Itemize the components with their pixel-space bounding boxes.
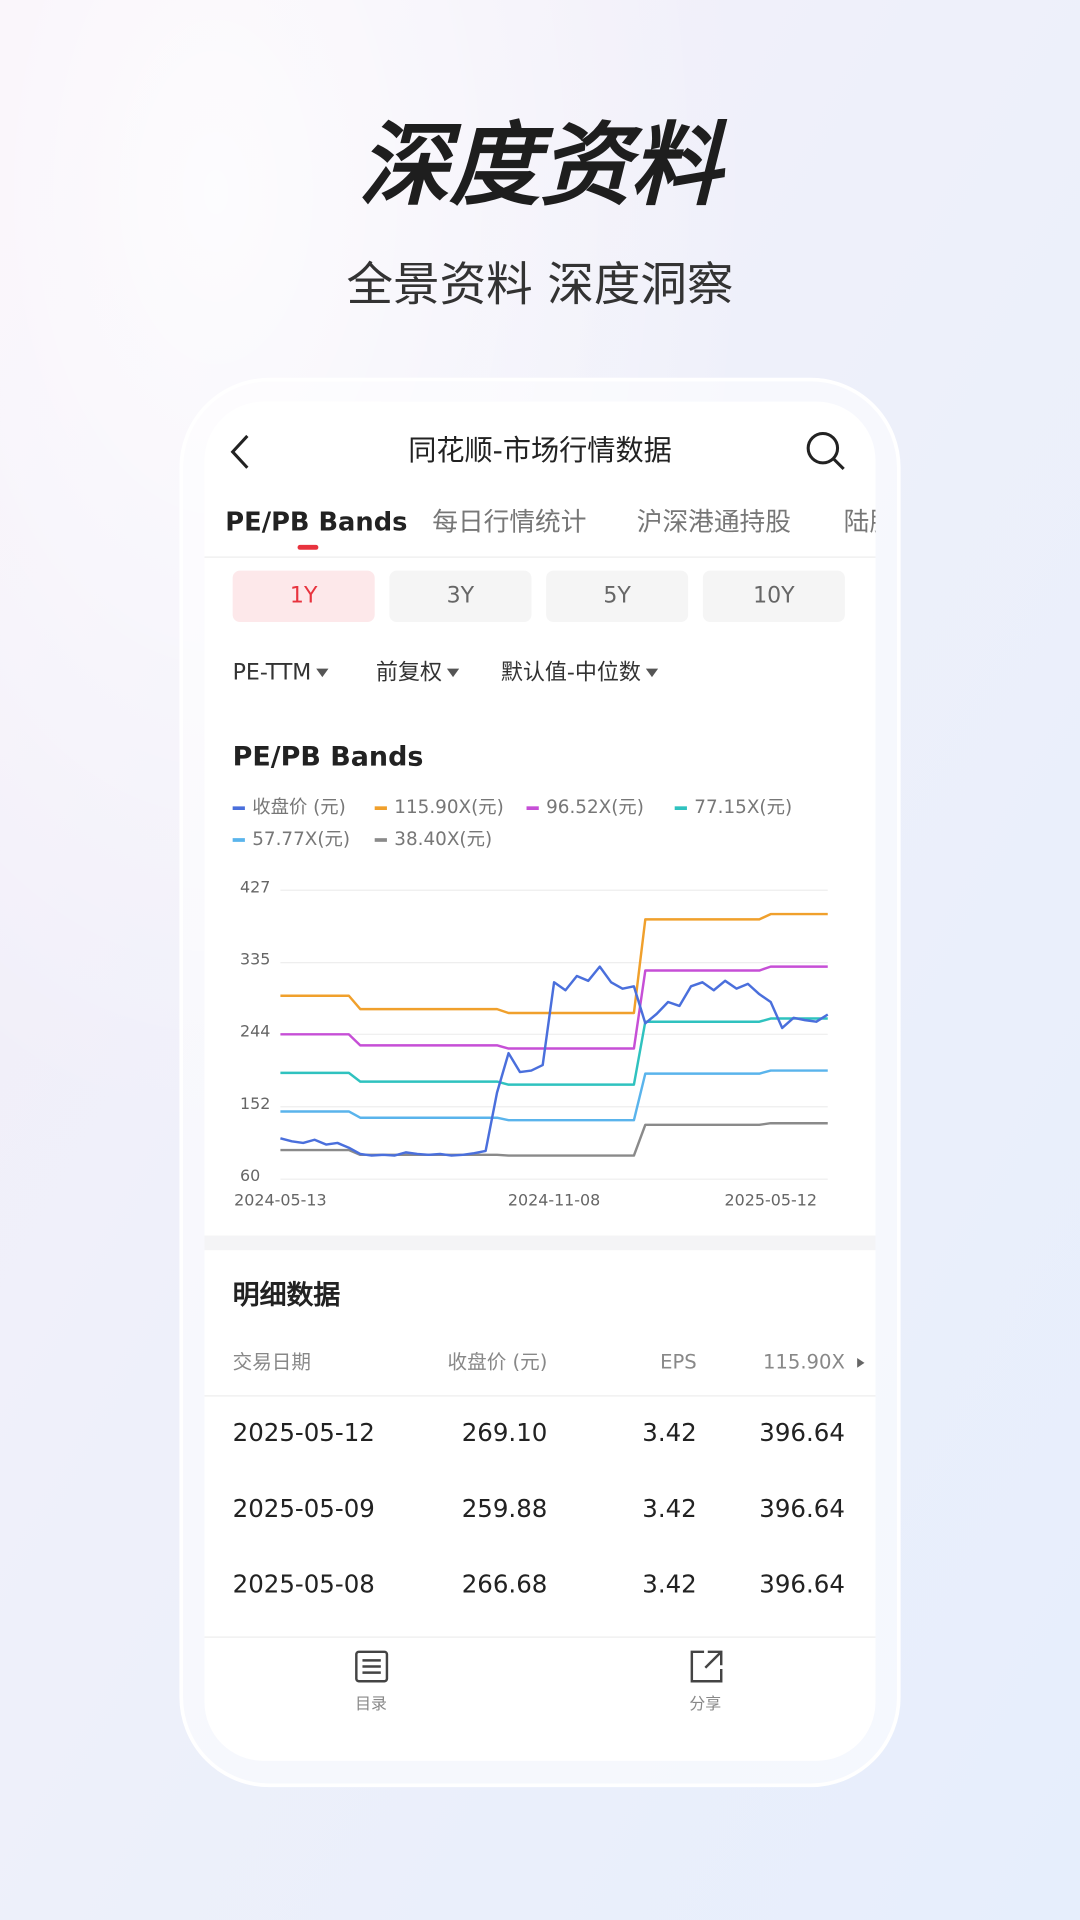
table-cell: 2025-05-08: [233, 1570, 375, 1599]
series-line: [280, 965, 829, 1157]
legend-label: 96.52X(元): [546, 797, 644, 818]
dropdown-caret: [446, 668, 460, 678]
table-cell: 396.64: [759, 1418, 845, 1447]
range-label: 5Y: [603, 583, 631, 608]
range-label: 3Y: [447, 583, 475, 608]
tab[interactable]: 沪深港通持股: [637, 507, 791, 537]
legend-label: 57.77X(元): [252, 829, 350, 850]
dropdown-caret: [316, 668, 329, 678]
hero-title: 深度资料: [359, 113, 728, 218]
chart: 60 152 244 335 427 2024-05-13 2024-11-08 2025-0…: [232, 797, 829, 1210]
menu-icon: [355, 1650, 389, 1683]
y-tick-label: 335: [240, 950, 270, 969]
series-line: [280, 1017, 828, 1086]
menu-icon-lines: [362, 1659, 381, 1674]
range-label: 10Y: [753, 583, 795, 608]
table-header: 收盘价 (元): [448, 1350, 548, 1373]
chart-title: PE/PB Bands: [233, 741, 424, 772]
app-title: 同花顺-市场行情数据: [408, 434, 672, 467]
back-button[interactable]: [230, 434, 249, 469]
menu-button[interactable]: 目录: [355, 1650, 389, 1713]
detail-title: 明细数据: [233, 1279, 341, 1311]
search-icon: [806, 431, 840, 465]
x-tick-label: 2024-05-13: [234, 1191, 326, 1210]
range-button[interactable]: [546, 570, 689, 623]
table-cell: 2025-05-09: [233, 1494, 375, 1523]
y-tick-label: 152: [240, 1094, 270, 1113]
share-label: 分享: [689, 1694, 721, 1713]
detail-table: 交易日期 收盘价 (元) EPS 115.90X 2025-05-12 269.10 3.4…: [204, 1350, 876, 1599]
search-icon-handle: [832, 458, 845, 471]
table-cell: 3.42: [642, 1494, 696, 1523]
tab[interactable]: 每日行情统计: [432, 507, 586, 537]
table-header: EPS: [660, 1350, 697, 1373]
legend-label: 38.40X(元): [394, 829, 492, 850]
tab[interactable]: 陆股: [844, 507, 895, 537]
table-cell: 396.64: [759, 1570, 845, 1599]
app: 同花顺-市场行情数据 PE/PB Bands 每日行情统计 沪深港通持股 陆股 …: [204, 431, 895, 1713]
series-line: [280, 965, 828, 1050]
table-cell: 259.88: [462, 1494, 548, 1523]
range-button[interactable]: [702, 570, 845, 623]
table-header: 交易日期: [233, 1350, 311, 1373]
table-header: 115.90X: [763, 1350, 845, 1373]
y-tick-label: 244: [240, 1021, 270, 1040]
phone-screen: [204, 401, 876, 1761]
table-cell: 3.42: [642, 1418, 696, 1447]
x-tick-label: 2025-05-12: [725, 1191, 817, 1210]
legend-label: 收盘价 (元): [252, 797, 346, 818]
series-line: [280, 912, 828, 1015]
range-button[interactable]: [389, 570, 532, 623]
filter-dropdown[interactable]: PE-TTM: [233, 660, 312, 685]
table-cell: 266.68: [462, 1570, 548, 1599]
scroll-right-arrow[interactable]: [857, 1357, 865, 1368]
series-line: [280, 1069, 828, 1122]
y-tick-label: 427: [240, 877, 270, 896]
table-cell: 269.10: [462, 1418, 548, 1447]
legend-label: 77.15X(元): [694, 797, 792, 818]
section-gap: [204, 1235, 876, 1251]
filter-dropdown[interactable]: 默认值-中位数: [501, 660, 641, 685]
y-tick-label: 60: [240, 1166, 260, 1185]
dropdown-caret: [645, 668, 659, 678]
range-button[interactable]: [232, 570, 375, 623]
table-cell: 2025-05-12: [233, 1418, 375, 1447]
menu-label: 目录: [355, 1694, 387, 1713]
filter-dropdown[interactable]: 前复权: [376, 660, 442, 685]
table-cell: 396.64: [759, 1494, 845, 1523]
hero-subtitle: 全景资料 深度洞察: [347, 257, 734, 311]
share-icon: [690, 1650, 723, 1683]
tab-indicator: [297, 544, 319, 550]
x-tick-label: 2024-11-08: [508, 1191, 600, 1210]
tab[interactable]: PE/PB Bands: [225, 507, 407, 537]
search-button[interactable]: [806, 431, 845, 471]
table-cell: 3.42: [642, 1570, 696, 1599]
legend-label: 115.90X(元): [394, 797, 504, 818]
share-button[interactable]: 分享: [689, 1650, 723, 1713]
range-label: 1Y: [290, 583, 318, 608]
